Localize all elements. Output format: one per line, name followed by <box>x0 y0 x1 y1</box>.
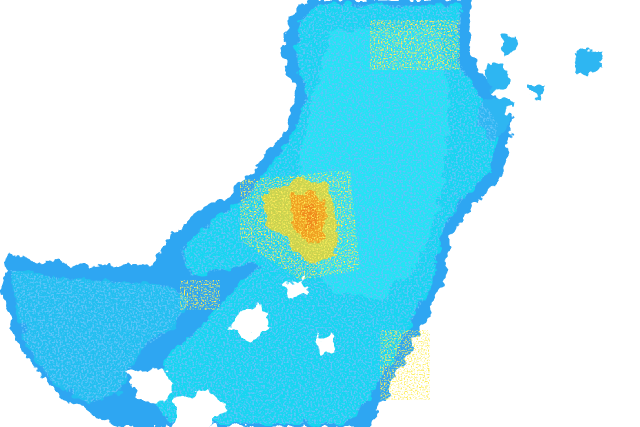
clear-areas <box>128 278 336 427</box>
core-speckle <box>180 20 460 400</box>
